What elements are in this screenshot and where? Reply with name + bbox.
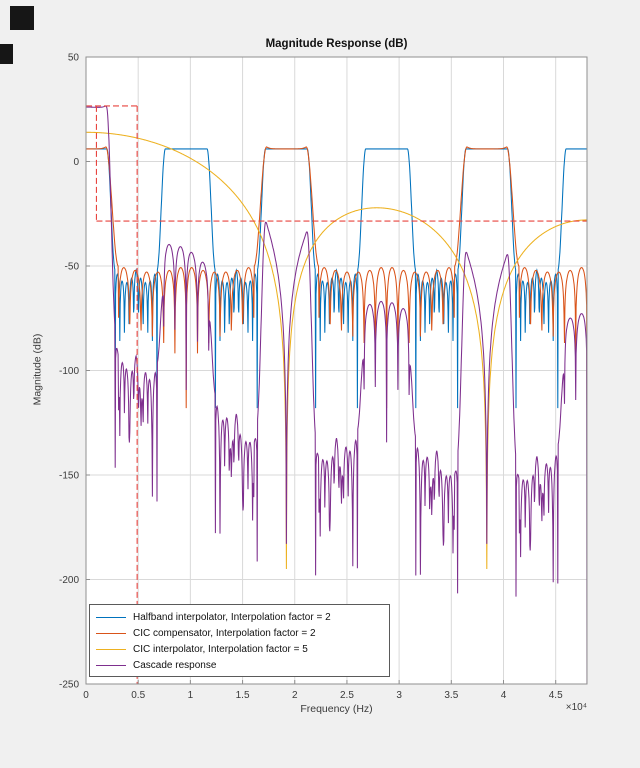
x-tick-label: 0.5 bbox=[131, 690, 145, 701]
x-tick-label: 2 bbox=[292, 690, 298, 701]
x-tick-label: 1 bbox=[188, 690, 194, 701]
legend-item: CIC interpolator, Interpolation factor =… bbox=[90, 641, 389, 657]
x-axis-label: Frequency (Hz) bbox=[300, 703, 373, 715]
legend-line-swatch bbox=[96, 664, 126, 666]
series-line-cic-interpolator bbox=[86, 131, 587, 570]
x-tick-label: 3 bbox=[396, 690, 402, 701]
y-tick-label: -200 bbox=[59, 575, 79, 586]
legend-label: Cascade response bbox=[133, 659, 217, 671]
series-line-cascade-response bbox=[86, 105, 587, 684]
x-tick-label: 2.5 bbox=[340, 690, 354, 701]
legend-label: Halfband interpolator, Interpolation fac… bbox=[133, 611, 331, 623]
series-line-cic-compensator bbox=[86, 146, 587, 409]
legend-item: Cascade response bbox=[90, 657, 389, 673]
legend-item: Halfband interpolator, Interpolation fac… bbox=[90, 609, 389, 625]
x-axis-exponent-label: ×10⁴ bbox=[565, 702, 587, 713]
y-axis-label: Magnitude (dB) bbox=[31, 333, 44, 406]
y-tick-label: -250 bbox=[59, 680, 79, 691]
x-tick-label: 4.5 bbox=[549, 690, 563, 701]
x-tick-label: 0 bbox=[83, 690, 89, 701]
legend-line-swatch bbox=[96, 632, 126, 634]
y-tick-label: 0 bbox=[73, 157, 79, 168]
x-tick-label: 1.5 bbox=[236, 690, 250, 701]
legend: Halfband interpolator, Interpolation fac… bbox=[89, 604, 390, 677]
window-artifact-square bbox=[10, 6, 34, 30]
y-tick-label: -150 bbox=[59, 471, 79, 482]
legend-label: CIC interpolator, Interpolation factor =… bbox=[133, 643, 308, 655]
legend-line-swatch bbox=[96, 616, 126, 618]
legend-label: CIC compensator, Interpolation factor = … bbox=[133, 627, 316, 639]
y-tick-label: -100 bbox=[59, 366, 79, 377]
x-tick-label: 3.5 bbox=[444, 690, 458, 701]
chart-title: Magnitude Response (dB) bbox=[265, 38, 408, 50]
y-tick-label: -50 bbox=[65, 262, 80, 273]
window-artifact-square bbox=[0, 44, 13, 64]
y-tick-label: 50 bbox=[68, 53, 80, 64]
legend-item: CIC compensator, Interpolation factor = … bbox=[90, 625, 389, 641]
x-tick-label: 4 bbox=[501, 690, 507, 701]
series-line-halfband-interpolator bbox=[86, 148, 587, 409]
legend-line-swatch bbox=[96, 648, 126, 650]
